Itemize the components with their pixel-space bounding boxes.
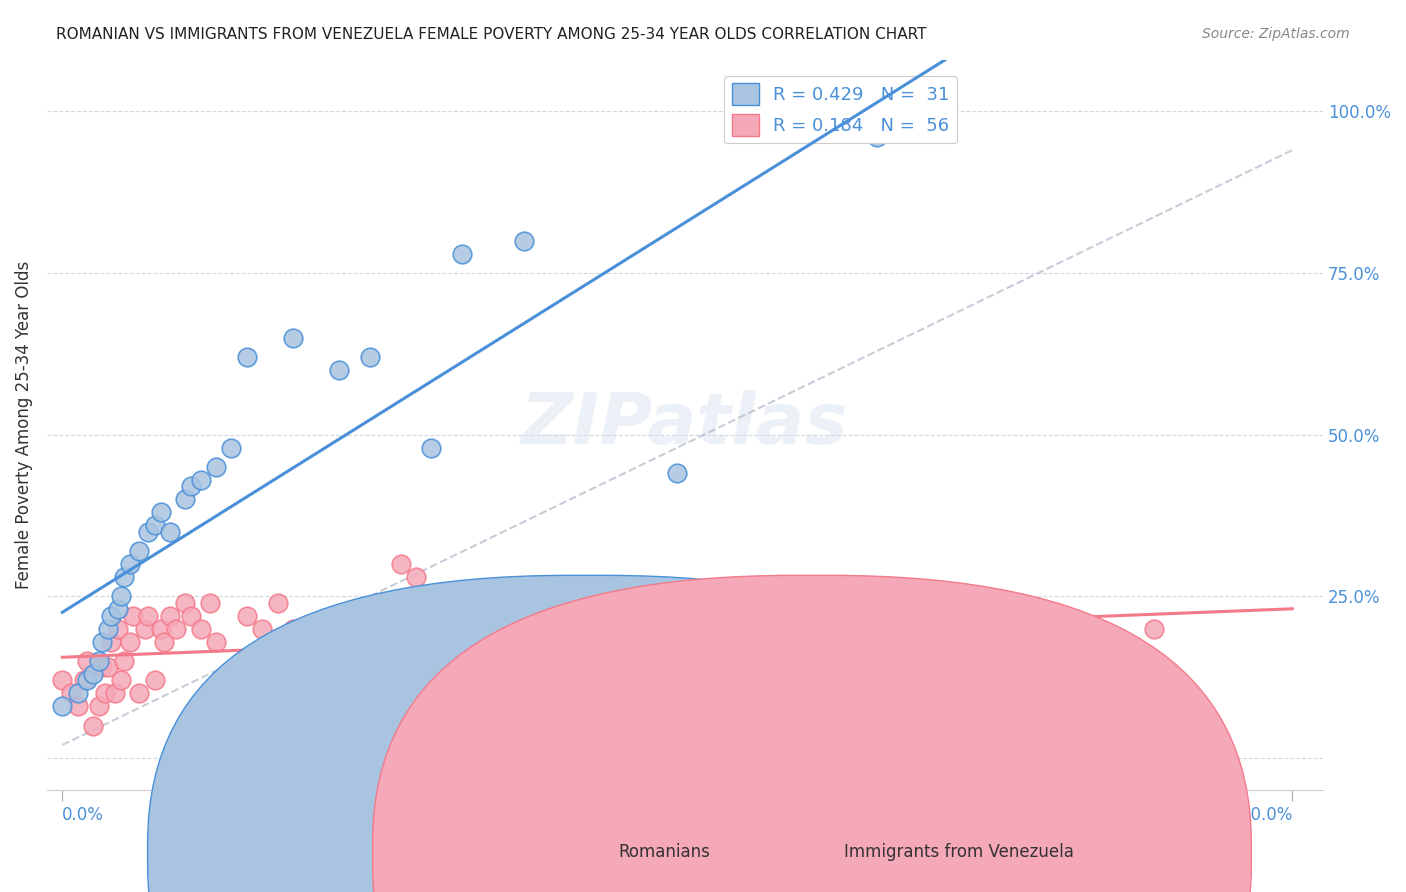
Text: Romanians: Romanians [619,843,710,861]
Point [118,634,141,648]
Point [343,622,366,636]
Point [180,608,202,623]
Point [91,634,114,648]
Point [451,246,474,260]
Point [482,608,505,623]
Point [312,699,335,714]
Point [359,648,381,662]
Text: 0.0%: 0.0% [62,806,104,824]
Point [134,622,156,636]
Point [165,622,187,636]
Point [205,634,228,648]
Point [94,686,117,700]
Point [190,622,212,636]
Point [107,602,129,616]
Point [359,350,381,364]
Point [89,699,111,714]
Point [236,350,259,364]
Point [82,718,104,732]
Point [149,505,172,519]
Point [110,589,132,603]
Point [91,660,114,674]
Point [328,654,350,668]
Point [143,673,166,688]
Point [51,699,73,714]
Point [152,634,174,648]
Point [103,686,125,700]
Point [205,460,228,475]
Point [66,699,89,714]
Point [174,596,197,610]
Text: 40.0%: 40.0% [1240,806,1292,824]
Point [143,518,166,533]
Point [266,596,288,610]
Point [100,634,122,648]
Point [789,622,811,636]
Point [97,622,120,636]
Point [221,718,243,732]
Point [60,686,83,700]
Point [112,654,135,668]
Point [128,544,150,558]
Point [328,363,350,377]
Point [82,666,104,681]
Point [1097,634,1119,648]
Point [512,234,534,248]
Point [229,699,252,714]
Point [236,608,259,623]
Point [281,622,304,636]
Text: ROMANIAN VS IMMIGRANTS FROM VENEZUELA FEMALE POVERTY AMONG 25-34 YEAR OLDS CORRE: ROMANIAN VS IMMIGRANTS FROM VENEZUELA FE… [56,27,927,42]
Point [589,622,612,636]
Point [73,673,96,688]
Point [666,654,689,668]
Point [420,608,443,623]
Point [112,570,135,584]
Point [198,596,221,610]
Point [138,608,160,623]
Point [973,622,995,636]
Point [851,648,873,662]
Point [138,524,160,539]
Point [66,686,89,700]
Point [159,524,181,539]
Point [51,673,73,688]
Point [174,492,197,507]
Point [558,634,581,648]
Point [512,648,534,662]
Point [467,596,489,610]
Point [159,608,181,623]
Point [118,557,141,571]
Point [389,557,412,571]
Point [122,608,145,623]
Point [149,622,172,636]
Point [76,654,98,668]
Point [221,441,243,455]
Point [190,473,212,487]
Y-axis label: Female Poverty Among 25-34 Year Olds: Female Poverty Among 25-34 Year Olds [15,260,32,589]
Point [866,130,889,145]
Point [281,331,304,345]
Point [128,686,150,700]
Text: ZIPatlas: ZIPatlas [522,391,849,459]
Point [107,622,129,636]
Point [420,441,443,455]
Point [527,622,550,636]
Point [451,654,474,668]
Point [97,660,120,674]
Point [405,570,427,584]
Text: Immigrants from Venezuela: Immigrants from Venezuela [844,843,1073,861]
Point [180,479,202,493]
Point [1143,622,1166,636]
Point [110,673,132,688]
Text: Source: ZipAtlas.com: Source: ZipAtlas.com [1202,27,1350,41]
Point [666,467,689,481]
Legend: R = 0.429   N =  31, R = 0.184   N =  56: R = 0.429 N = 31, R = 0.184 N = 56 [724,76,956,144]
Point [76,673,98,688]
Point [250,622,273,636]
Point [100,608,122,623]
Point [89,654,111,668]
